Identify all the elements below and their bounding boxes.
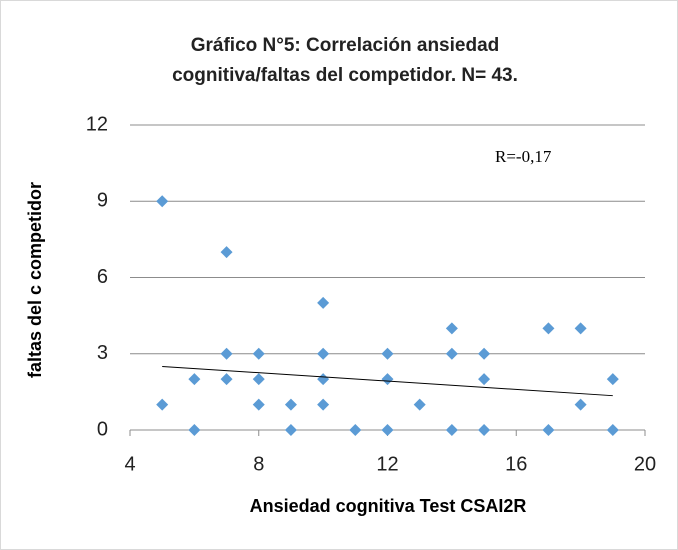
point bbox=[478, 424, 491, 436]
y-tick-label: 6 bbox=[97, 266, 108, 288]
point bbox=[542, 424, 555, 436]
x-tick-label: 20 bbox=[634, 453, 656, 475]
annotation: R=-0,17 bbox=[495, 147, 552, 166]
point bbox=[284, 398, 297, 411]
y-tick-label: 9 bbox=[97, 190, 108, 212]
point bbox=[252, 398, 265, 411]
chart-title: Gráfico N°5: Correlación ansiedad bbox=[191, 35, 500, 56]
point bbox=[220, 373, 233, 386]
x-tick-label: 8 bbox=[253, 453, 264, 475]
point bbox=[606, 424, 619, 436]
point bbox=[317, 296, 330, 309]
x-tick-label: 4 bbox=[124, 453, 135, 475]
point bbox=[284, 424, 297, 436]
point bbox=[478, 347, 491, 360]
point bbox=[220, 347, 233, 360]
x-tick-label: 12 bbox=[376, 453, 398, 475]
trendline bbox=[162, 365, 613, 397]
y-tick-label: 0 bbox=[97, 418, 108, 440]
point bbox=[445, 322, 458, 335]
point bbox=[574, 398, 587, 411]
point bbox=[156, 398, 169, 411]
x-tick-label: 16 bbox=[505, 453, 527, 475]
point bbox=[381, 424, 394, 436]
point bbox=[252, 347, 265, 360]
point bbox=[188, 373, 201, 386]
point bbox=[381, 373, 394, 386]
point bbox=[317, 373, 330, 386]
point bbox=[317, 398, 330, 411]
point bbox=[220, 246, 233, 259]
y-axis-label: faltas del c competidor bbox=[25, 182, 45, 378]
point bbox=[188, 424, 201, 436]
point bbox=[542, 322, 555, 335]
point bbox=[445, 347, 458, 360]
point bbox=[381, 347, 394, 360]
point bbox=[156, 195, 169, 208]
y-tick-label: 12 bbox=[86, 113, 108, 135]
point bbox=[606, 373, 619, 386]
x-axis-label: Ansiedad cognitiva Test CSAI2R bbox=[250, 496, 527, 516]
point bbox=[445, 424, 458, 436]
chart-title: cognitiva/faltas del competidor. N= 43. bbox=[172, 65, 518, 86]
point bbox=[317, 347, 330, 360]
point bbox=[478, 373, 491, 386]
point bbox=[574, 322, 587, 335]
y-tick-label: 3 bbox=[97, 342, 108, 364]
point bbox=[252, 373, 265, 386]
point bbox=[413, 398, 426, 411]
point bbox=[349, 424, 362, 436]
